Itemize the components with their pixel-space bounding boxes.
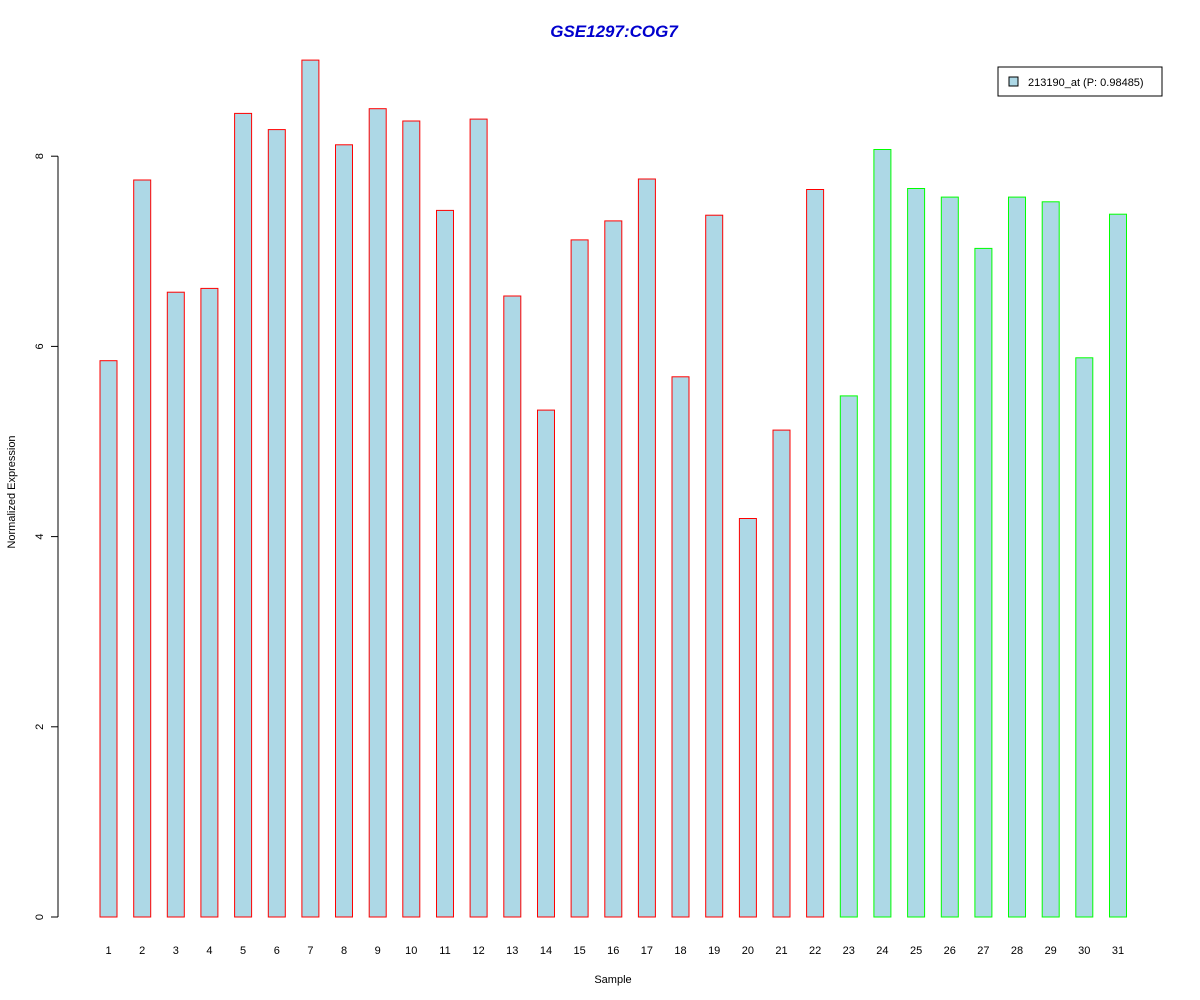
x-tick-label: 31 <box>1112 945 1124 957</box>
chart-title: GSE1297:COG7 <box>550 22 679 41</box>
bar-sample-16 <box>604 220 623 918</box>
bar-sample-3 <box>166 291 185 918</box>
bar-sample-4 <box>200 287 219 918</box>
x-tick-label: 13 <box>506 945 518 957</box>
bar-sample-20 <box>738 518 757 918</box>
x-tick-label: 6 <box>274 945 280 957</box>
legend: 213190_at (P: 0.98485) <box>997 66 1163 97</box>
y-tick-label: 6 <box>34 343 46 349</box>
x-tick-label: 22 <box>809 945 821 957</box>
x-tick-label: 18 <box>674 945 686 957</box>
x-tick-label: 27 <box>977 945 989 957</box>
x-tick-label: 28 <box>1011 945 1023 957</box>
bar-sample-27 <box>974 247 993 918</box>
bar-sample-28 <box>1008 196 1026 918</box>
x-tick-label: 12 <box>472 945 484 957</box>
bar-sample-14 <box>537 409 555 918</box>
bar-sample-30 <box>1075 357 1094 918</box>
x-tick-label: 11 <box>439 945 450 957</box>
x-tick-label: 29 <box>1045 945 1057 957</box>
x-tick-label: 2 <box>139 945 145 957</box>
x-tick-label: 17 <box>641 945 653 957</box>
x-tick-label: 26 <box>944 945 956 957</box>
y-tick-label: 0 <box>34 914 46 920</box>
bar-sample-6 <box>267 129 286 918</box>
bar-sample-24 <box>873 149 892 918</box>
x-tick-label: 25 <box>910 945 922 957</box>
bar-sample-26 <box>940 196 959 918</box>
x-tick-label: 7 <box>307 945 313 957</box>
y-tick-label: 4 <box>34 534 46 540</box>
x-tick-label: 21 <box>775 945 787 957</box>
bar-sample-22 <box>806 189 825 918</box>
bar-sample-19 <box>705 214 724 918</box>
bar-sample-29 <box>1041 201 1060 918</box>
legend-box <box>997 66 1163 97</box>
bar-sample-8 <box>335 144 353 918</box>
x-tick-label: 30 <box>1078 945 1090 957</box>
x-tick-label: 8 <box>341 945 347 957</box>
bar-sample-23 <box>839 395 858 918</box>
y-tick-label: 8 <box>34 153 46 159</box>
x-tick-label: 19 <box>708 945 720 957</box>
x-tick-label: 24 <box>876 945 888 957</box>
bar-sample-2 <box>133 179 152 918</box>
x-tick-label: 10 <box>405 945 417 957</box>
bar-sample-15 <box>570 239 589 918</box>
bar-sample-13 <box>503 295 522 918</box>
y-axis-label: Normalized Expression <box>6 435 18 548</box>
bars <box>99 59 1127 918</box>
bar-sample-17 <box>637 178 656 918</box>
bar-sample-9 <box>368 108 387 918</box>
x-tick-label: 5 <box>240 945 246 957</box>
x-tick-label: 14 <box>540 945 552 957</box>
x-tick-label: 1 <box>105 945 111 957</box>
legend-label: 213190_at (P: 0.98485) <box>1028 77 1144 89</box>
bar-sample-18 <box>671 376 690 918</box>
x-tick-label: 9 <box>375 945 381 957</box>
bar-sample-12 <box>469 118 488 918</box>
y-tick-label: 2 <box>34 724 46 730</box>
x-tick-label: 4 <box>206 945 212 957</box>
bar-sample-11 <box>436 209 454 918</box>
bar-sample-10 <box>402 120 421 918</box>
x-tick-label: 23 <box>843 945 855 957</box>
bar-sample-21 <box>772 429 791 918</box>
x-tick-label: 16 <box>607 945 619 957</box>
x-tick-label: 3 <box>173 945 179 957</box>
y-axis: 0 2 4 6 8 <box>34 153 59 920</box>
bar-sample-25 <box>907 188 926 918</box>
x-tick-label: 15 <box>573 945 585 957</box>
x-axis-label: Sample <box>594 974 631 986</box>
bar-sample-5 <box>234 112 253 918</box>
bar-sample-7 <box>301 59 320 918</box>
x-tick-labels: 1 2 3 4 5 6 7 8 9 10 11 12 13 14 15 16 17 18 19 20 21 22 23 24 2… <box>105 945 1124 957</box>
legend-swatch <box>1008 76 1019 87</box>
bar-sample-31 <box>1109 213 1127 918</box>
x-tick-label: 20 <box>742 945 754 957</box>
bar-sample-1 <box>99 360 118 918</box>
